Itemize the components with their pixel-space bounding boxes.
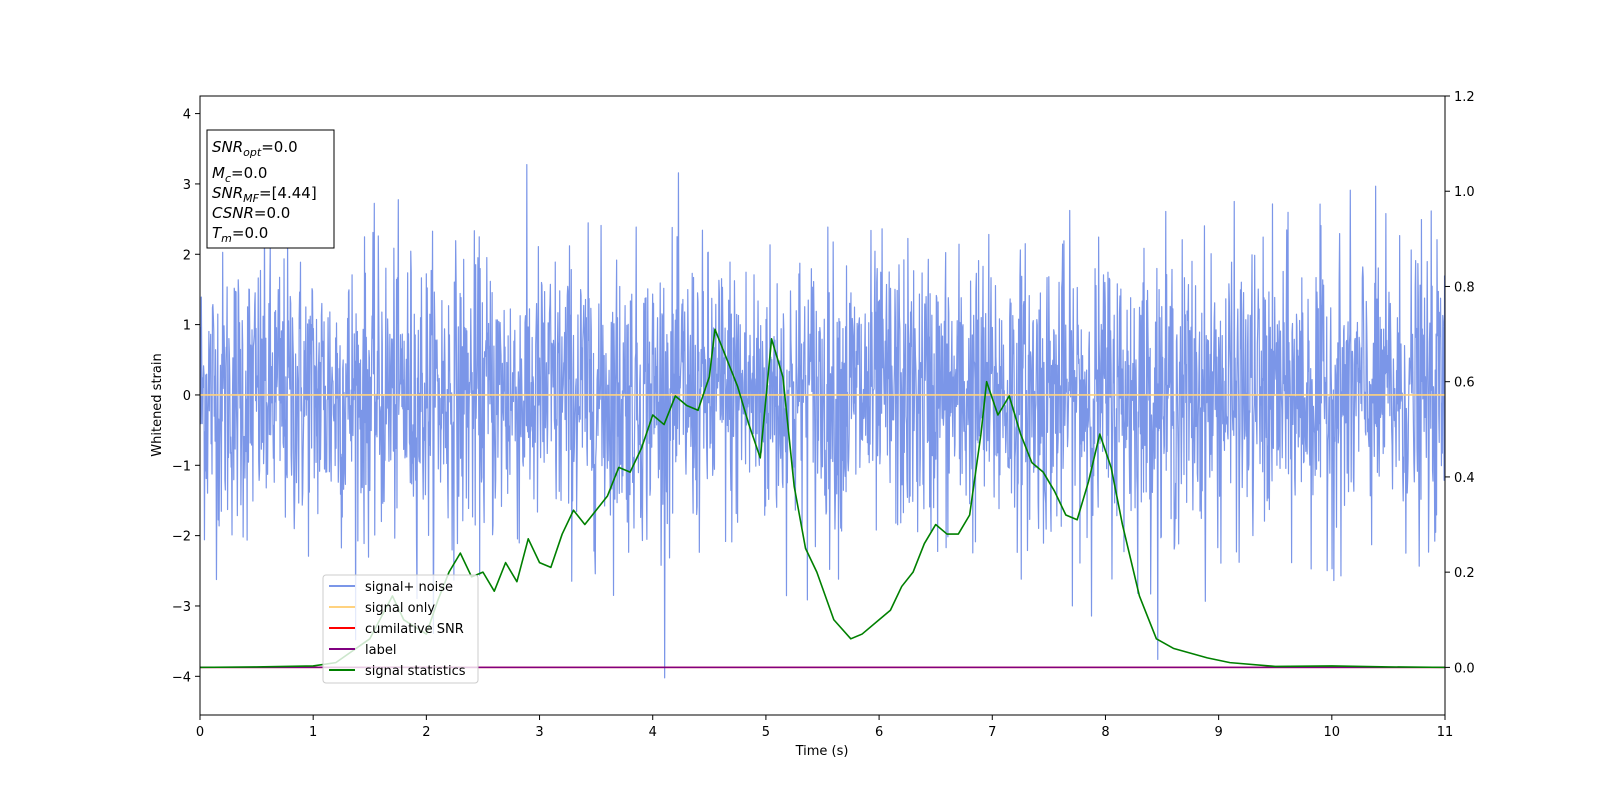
info-snr-opt: SNRopt=0.0 <box>212 138 298 159</box>
y-axis-label: Whitened strain <box>150 353 165 456</box>
series-line-signal-noise <box>200 163 1445 679</box>
x-tick-label: 7 <box>988 725 996 740</box>
info-box-frame <box>206 129 335 249</box>
x-axis-label: Time (s) <box>795 744 849 759</box>
y-axis-right: 0.0 0.2 0.4 0.6 0.8 1.0 1.2 <box>1445 90 1475 676</box>
info-box: SNRopt=0.0 Mc=0.0 SNRMF=[4.44] CSNR=0.0 … <box>206 129 335 249</box>
legend-frame <box>322 574 479 684</box>
y-tick-label-right: 0.4 <box>1454 471 1475 486</box>
plot-frame <box>199 95 1446 716</box>
x-tick-label: 3 <box>535 725 543 740</box>
x-tick-label: 10 <box>1324 725 1341 740</box>
x-tick-label: 2 <box>422 725 430 740</box>
x-tick-label: 4 <box>649 725 657 740</box>
legend-label: label <box>365 643 396 658</box>
y-tick-label-right: 0.0 <box>1454 661 1475 676</box>
legend: signal+ noise signal only cumilative SNR la… <box>322 574 479 684</box>
x-tick-label: 6 <box>875 725 883 740</box>
x-tick-label: 1 <box>309 725 317 740</box>
y-tick-label-right: 0.2 <box>1454 566 1475 581</box>
series-line-signal-statistics <box>200 328 1445 669</box>
legend-label: signal statistics <box>365 664 466 679</box>
legend-label: cumilative SNR <box>365 622 464 637</box>
y-tick-label-left: −4 <box>172 670 191 685</box>
y-tick-label-left: −3 <box>172 600 191 615</box>
y-tick-label-left: 2 <box>183 248 191 263</box>
x-axis: 0 1 2 3 4 5 6 7 8 9 10 11 <box>196 715 1453 740</box>
y-tick-label-left: −2 <box>172 530 191 545</box>
x-tick-label: 11 <box>1437 725 1454 740</box>
x-tick-label: 0 <box>196 725 204 740</box>
y-tick-label-right: 0.8 <box>1454 280 1475 295</box>
info-snr-mf: SNRMF=[4.44] <box>212 184 317 205</box>
info-csnr: CSNR=0.0 <box>212 204 290 222</box>
y-tick-label-right: 1.2 <box>1454 90 1475 105</box>
info-mc: Mc=0.0 <box>212 164 267 185</box>
legend-label: signal+ noise <box>365 580 453 595</box>
y-tick-label-left: 0 <box>183 389 191 404</box>
info-tm: Tm=0.0 <box>212 224 268 245</box>
legend-label: signal only <box>365 601 435 616</box>
y-tick-label-left: 1 <box>183 319 191 334</box>
y-tick-label-left: 4 <box>183 108 191 123</box>
y-tick-label-left: −1 <box>172 459 191 474</box>
x-tick-label: 8 <box>1101 725 1109 740</box>
y-tick-label-right: 0.6 <box>1454 376 1475 391</box>
y-axis-left: −4 −3 −2 −1 0 1 2 3 4 <box>172 108 200 685</box>
x-tick-label: 5 <box>762 725 770 740</box>
x-tick-label: 9 <box>1214 725 1222 740</box>
y-tick-label-left: 3 <box>183 178 191 193</box>
y-tick-label-right: 1.0 <box>1454 185 1475 200</box>
